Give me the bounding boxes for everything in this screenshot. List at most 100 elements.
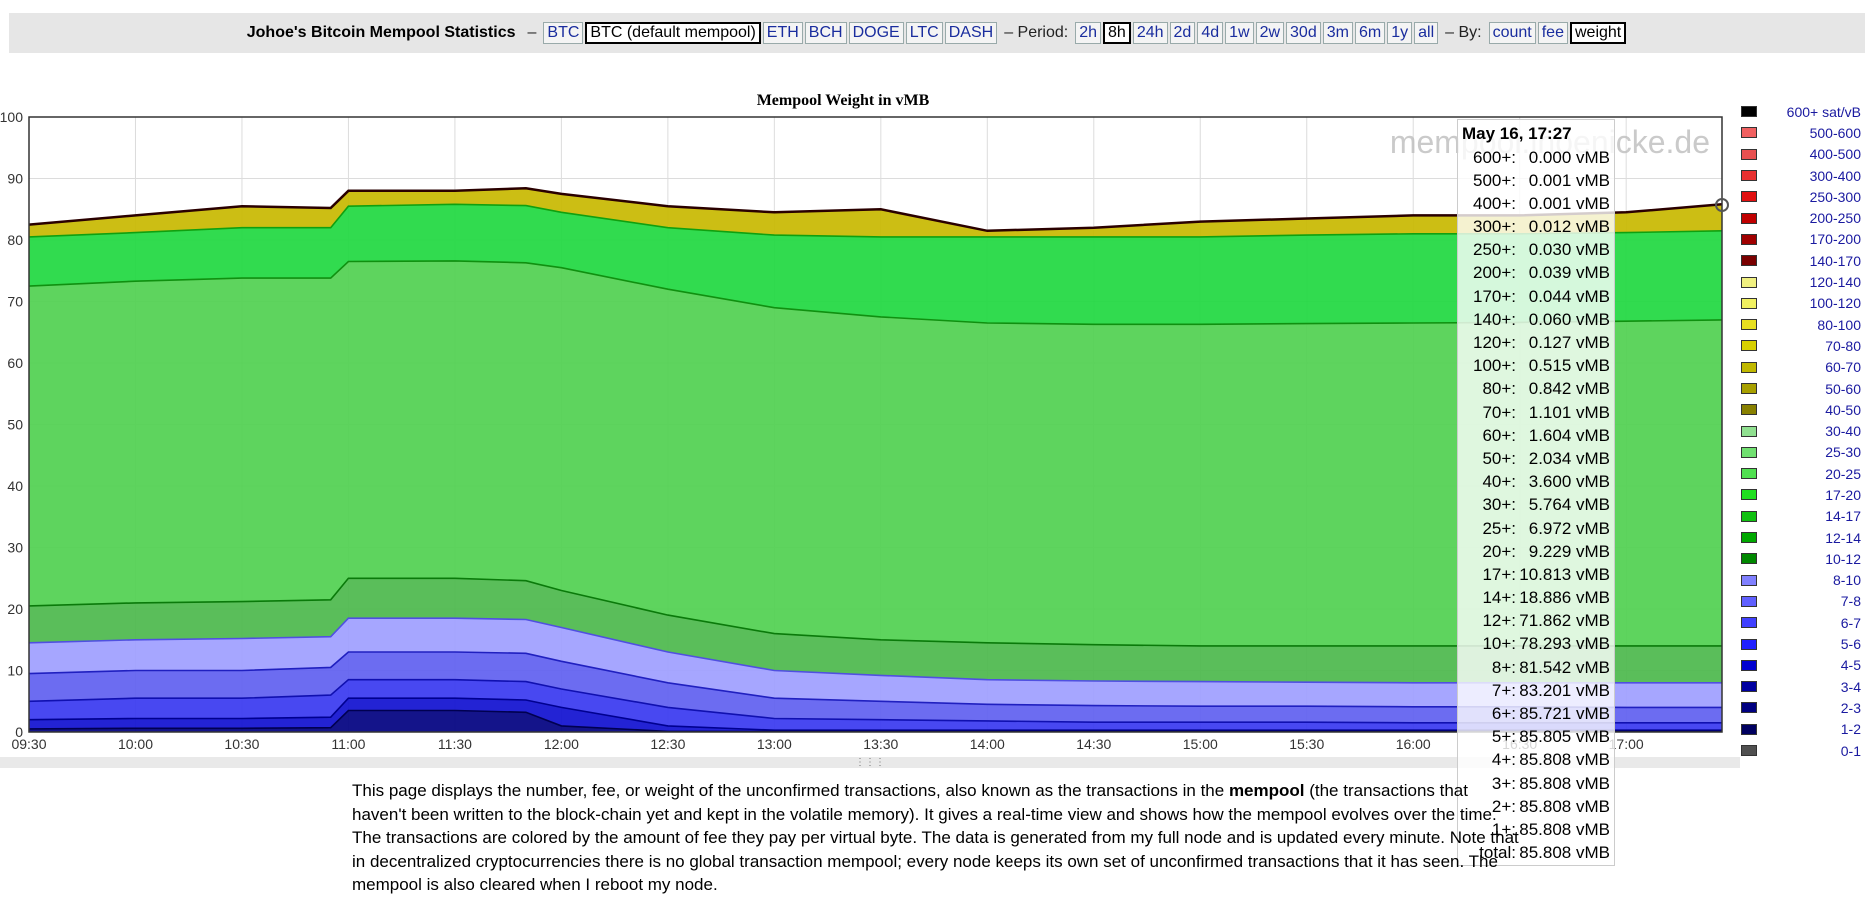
tooltip-row: 7+: 83.201 vMB: [1462, 679, 1610, 702]
tooltip-row: 170+: 0.044 vMB: [1462, 285, 1610, 308]
area-band-6-plus: [29, 652, 1722, 723]
legend-item[interactable]: 120-140: [1741, 271, 1861, 292]
legend-item[interactable]: 100-120: [1741, 293, 1861, 314]
tooltip-key: 4+:: [1491, 750, 1516, 770]
by-fee-button[interactable]: fee: [1537, 22, 1568, 44]
period-1w-button[interactable]: 1w: [1225, 22, 1254, 44]
tooltip-key: 2+:: [1491, 796, 1516, 816]
tooltip-key: 12+:: [1482, 611, 1516, 631]
by-count-button[interactable]: count: [1488, 22, 1536, 44]
tooltip-key: 6+:: [1491, 704, 1516, 723]
legend-item[interactable]: 40-50: [1741, 399, 1861, 420]
tooltip-key: 400+:: [1472, 193, 1516, 213]
legend-swatch: [1741, 404, 1757, 416]
legend-item[interactable]: 0-1: [1741, 740, 1861, 761]
legend-label: 60-70: [1825, 359, 1861, 376]
by-weight-button[interactable]: weight: [1569, 22, 1627, 44]
legend-item[interactable]: 25-30: [1741, 442, 1861, 463]
legend-item[interactable]: 1-2: [1741, 719, 1861, 740]
legend-item[interactable]: 170-200: [1741, 229, 1861, 250]
legend-item[interactable]: 3-4: [1741, 676, 1861, 697]
coin-bch-button[interactable]: BCH: [804, 22, 847, 44]
line-8-plus: [28, 577, 1722, 647]
legend-item[interactable]: 80-100: [1741, 314, 1861, 335]
period-2h-button[interactable]: 2h: [1075, 22, 1102, 44]
period-1y-button[interactable]: 1y: [1387, 22, 1413, 44]
coin-btc-button[interactable]: BTC: [543, 22, 584, 44]
legend-item[interactable]: 30-40: [1741, 420, 1861, 441]
tooltip-key: 80+:: [1482, 379, 1516, 399]
legend-item[interactable]: 400-500: [1741, 144, 1861, 165]
coin-dash-button[interactable]: DASH: [944, 22, 998, 44]
tooltip-row: 3+: 85.808 vMB: [1462, 772, 1610, 795]
line-5-plus: [28, 678, 1722, 724]
legend-item[interactable]: 500-600: [1741, 122, 1861, 143]
legend-item[interactable]: 5-6: [1741, 633, 1861, 654]
legend-swatch: [1741, 255, 1757, 267]
x-tick-label: 09:30: [11, 736, 46, 752]
legend-item[interactable]: 250-300: [1741, 186, 1861, 207]
period-30d-button[interactable]: 30d: [1286, 22, 1321, 44]
tooltip-value: 0.842 vMB: [1528, 379, 1610, 399]
period-all-button[interactable]: all: [1414, 22, 1439, 44]
legend-swatch: [1741, 595, 1757, 607]
legend-label: 20-25: [1825, 465, 1861, 482]
mempool-chart[interactable]: 0 10 20 30 40 50 60 70 80 90 100 09:30 10:00 10:30 11…: [0, 85, 1740, 757]
chart-legend: 600+ sat/vB 500-600 400-500 300-400 250-300 2…: [1741, 101, 1861, 761]
tooltip-row: 12+: 71.862 vMB: [1462, 609, 1610, 632]
tooltip-value: 0.030 vMB: [1528, 240, 1610, 260]
tooltip-row: 120+: 0.127 vMB: [1462, 331, 1610, 354]
period-2d-button[interactable]: 2d: [1169, 22, 1196, 44]
x-tick-label: 11:30: [438, 736, 472, 752]
chart-title: Mempool Weight in vMB: [757, 92, 930, 109]
legend-item[interactable]: 7-8: [1741, 591, 1861, 612]
legend-item[interactable]: 60-70: [1741, 357, 1861, 378]
legend-item[interactable]: 600+ sat/vB: [1741, 101, 1861, 122]
tooltip-value: 85.808 vMB: [1519, 796, 1610, 816]
y-tick-label: 60: [7, 355, 23, 371]
x-tick-label: 12:00: [544, 736, 579, 752]
legend-item[interactable]: 10-12: [1741, 548, 1861, 569]
line-7-plus: [28, 617, 1722, 684]
area-band-3-plus: [29, 710, 1722, 732]
tooltip-row: 10+: 78.293 vMB: [1462, 632, 1610, 655]
legend-item[interactable]: 300-400: [1741, 165, 1861, 186]
legend-swatch: [1741, 659, 1757, 671]
coin-ltc-button[interactable]: LTC: [905, 22, 943, 44]
line-4-plus: [28, 697, 1722, 732]
y-tick-label: 20: [7, 601, 23, 617]
legend-item[interactable]: 14-17: [1741, 506, 1861, 527]
y-tick-label: 80: [7, 232, 23, 248]
legend-item[interactable]: 6-7: [1741, 612, 1861, 633]
period-8h-button[interactable]: 8h: [1103, 22, 1131, 44]
description-text-2: (the transactions that haven't been writ…: [352, 781, 1519, 894]
tooltip-row: 400+: 0.001 vMB: [1462, 192, 1610, 215]
period-24h-button[interactable]: 24h: [1132, 22, 1168, 44]
coin-eth-button[interactable]: ETH: [762, 22, 803, 44]
legend-item[interactable]: 4-5: [1741, 655, 1861, 676]
tooltip-row: 25+: 6.972 vMB: [1462, 517, 1610, 540]
legend-item[interactable]: 50-60: [1741, 378, 1861, 399]
resize-handle[interactable]: ⋮⋮⋮: [0, 757, 1740, 768]
tooltip-key: 70+:: [1482, 402, 1516, 422]
coin-btc-default-mempool-button[interactable]: BTC (default mempool): [585, 22, 761, 44]
legend-swatch: [1741, 276, 1757, 288]
period-3m-button[interactable]: 3m: [1322, 22, 1353, 44]
period-4d-button[interactable]: 4d: [1197, 22, 1224, 44]
legend-item[interactable]: 140-170: [1741, 250, 1861, 271]
tooltip-row: 4+: 85.808 vMB: [1462, 748, 1610, 771]
legend-item[interactable]: 12-14: [1741, 527, 1861, 548]
tooltip-value: 0.044 vMB: [1528, 286, 1610, 306]
coin-doge-button[interactable]: DOGE: [848, 22, 904, 44]
period-2w-button[interactable]: 2w: [1255, 22, 1285, 44]
legend-item[interactable]: 2-3: [1741, 697, 1861, 718]
legend-label: 8-10: [1832, 572, 1861, 589]
legend-item[interactable]: 200-250: [1741, 207, 1861, 228]
legend-label: 7-8: [1840, 593, 1861, 610]
legend-item[interactable]: 8-10: [1741, 570, 1861, 591]
legend-item[interactable]: 17-20: [1741, 484, 1861, 505]
legend-item[interactable]: 70-80: [1741, 335, 1861, 356]
legend-label: 70-80: [1825, 337, 1861, 354]
period-6m-button[interactable]: 6m: [1354, 22, 1386, 44]
legend-item[interactable]: 20-25: [1741, 463, 1861, 484]
